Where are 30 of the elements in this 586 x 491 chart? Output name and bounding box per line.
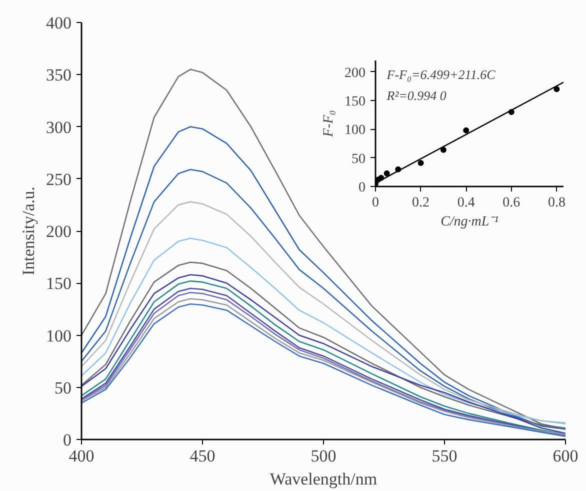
y-tick-label: 200 <box>46 222 72 241</box>
y-tick-label: 400 <box>46 14 72 32</box>
x-tick-label: 550 <box>432 446 458 466</box>
annotation: R²=0.994 0 <box>386 88 447 104</box>
x-tick-label: 0.6 <box>502 196 520 210</box>
y-tick-label: 200 <box>344 66 366 81</box>
y-axis-title: F-F₀ <box>322 110 336 138</box>
y-tick-label: 250 <box>46 170 72 189</box>
x-tick-label: 450 <box>190 446 216 466</box>
x-tick-label: 400 <box>68 446 94 466</box>
y-tick-label: 100 <box>46 326 72 346</box>
x-tick-label: 0 <box>372 196 379 210</box>
x-tick-label: 0.8 <box>548 196 566 210</box>
y-tick-label: 100 <box>344 123 366 138</box>
y-tick-label: 150 <box>344 94 366 110</box>
y-tick-label: 0 <box>358 180 366 196</box>
x-tick-label: 600 <box>552 446 578 466</box>
y-tick-label: 0 <box>63 430 72 450</box>
x-axis-title: C/ng·mL⁻¹ <box>440 214 498 230</box>
x-axis-title: Wavelength/nm <box>270 470 378 488</box>
y-tick-label: 300 <box>46 118 72 137</box>
x-tick-label: 500 <box>310 446 336 466</box>
x-tick-label: 0.2 <box>412 196 430 210</box>
y-tick-label: 50 <box>352 152 366 167</box>
annotation: F-F₀=6.499+211.6C <box>386 66 496 82</box>
x-tick-label: 0.4 <box>457 196 475 210</box>
y-tick-label: 150 <box>46 274 72 294</box>
y-tick-label: 350 <box>46 66 72 85</box>
y-axis-title: Intensity/a.u. <box>19 186 38 276</box>
y-tick-label: 50 <box>54 378 72 398</box>
